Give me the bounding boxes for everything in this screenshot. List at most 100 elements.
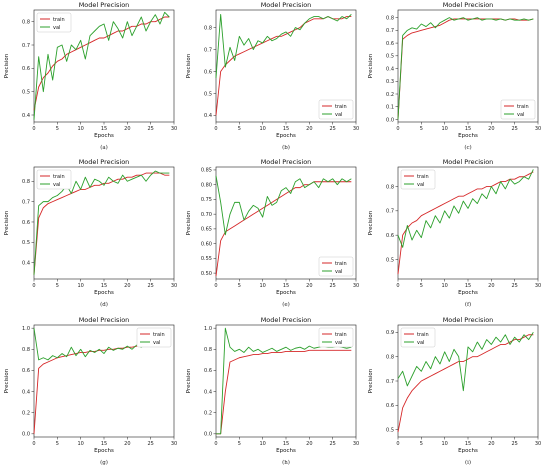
chart-title: Model Precision: [79, 158, 130, 166]
y-axis-label: Precision: [368, 368, 374, 393]
chart-svg: Model Precision 0 5 10 15 20 25 30 0.4 0.5 0.6 0.7 0…: [4, 158, 177, 296]
y-tick-label: 0.6: [386, 233, 394, 239]
x-axis-label: Epochs: [458, 448, 478, 454]
chart-panel-e: Model Precision 0 5 10 15 20 25 30 0.50 0.55 0.60 0…: [182, 157, 364, 314]
x-tick-label: 5: [420, 283, 423, 289]
legend: train val: [36, 12, 72, 33]
y-axis-label: Precision: [186, 368, 192, 393]
series-line-val: [33, 170, 170, 275]
chart-title: Model Precision: [443, 1, 494, 9]
y-tick-label: 0.6: [22, 220, 30, 226]
series-line-train: [397, 334, 534, 433]
x-tick-label: 5: [420, 126, 423, 132]
y-tick-label: 0.8: [22, 347, 30, 353]
y-tick-label: 0.60: [201, 241, 212, 247]
legend-label-val: val: [417, 182, 424, 188]
x-tick-label: 5: [56, 126, 59, 132]
y-tick-label: 0.6: [22, 368, 30, 374]
x-tick-label: 5: [56, 283, 59, 289]
series-line-train: [397, 171, 534, 275]
y-tick-label: 0.8: [386, 354, 394, 360]
x-tick-label: 20: [306, 283, 312, 289]
legend-label-val: val: [53, 182, 60, 188]
chart-title: Model Precision: [79, 1, 130, 9]
chart-title: Model Precision: [79, 316, 130, 324]
y-axis-label: Precision: [4, 210, 10, 235]
x-tick-label: 0: [214, 441, 217, 447]
y-tick-label: 0.8: [386, 15, 394, 21]
subfigure-label: (i): [464, 460, 472, 466]
legend-label-train: train: [517, 104, 529, 110]
x-tick-label: 5: [420, 441, 423, 447]
y-tick-label: 0.7: [386, 209, 394, 215]
legend: train val: [500, 99, 536, 120]
subfigure-label: (a): [100, 145, 108, 151]
x-tick-label: 5: [238, 126, 241, 132]
x-tick-label: 30: [171, 441, 177, 447]
x-tick-label: 10: [259, 283, 265, 289]
y-tick-label: 0.4: [386, 66, 394, 72]
series-line-train: [33, 16, 170, 111]
y-tick-label: 0.6: [386, 403, 394, 409]
legend: train val: [400, 169, 436, 190]
chart-svg: Model Precision 0 5 10 15 20 25 30 0.5 0.6 0.7 0.8 0…: [368, 316, 541, 454]
legend-label-val: val: [53, 25, 60, 31]
x-tick-label: 10: [441, 283, 447, 289]
x-tick-label: 20: [306, 441, 312, 447]
x-tick-label: 5: [238, 441, 241, 447]
legend-label-train: train: [335, 104, 347, 110]
legend: train val: [318, 99, 354, 120]
x-tick-label: 5: [238, 283, 241, 289]
x-tick-label: 10: [441, 126, 447, 132]
x-tick-label: 20: [488, 126, 494, 132]
legend-label-val: val: [335, 340, 342, 346]
y-tick-label: 0.7: [386, 28, 394, 34]
y-tick-label: 0.80: [201, 182, 212, 188]
chart-panel-a: Model Precision 0 5 10 15 20 25 30 0.4 0.5 0.6 0.7 0…: [0, 0, 182, 157]
y-tick-label: 0.85: [201, 168, 212, 174]
y-tick-label: 0.8: [386, 184, 394, 190]
legend: train val: [36, 169, 72, 190]
x-tick-label: 5: [56, 441, 59, 447]
series-line-val: [397, 169, 534, 248]
y-tick-label: 0.5: [386, 427, 394, 433]
chart-svg: Model Precision 0 5 10 15 20 25 30 0.0 0.2 0.4 0.6 0…: [186, 316, 359, 454]
y-tick-label: 0.6: [204, 69, 212, 75]
legend: train val: [318, 256, 354, 277]
x-tick-label: 15: [465, 441, 471, 447]
y-tick-label: 0.75: [201, 197, 212, 203]
y-tick-label: 0.0: [22, 432, 30, 438]
y-tick-label: 0.9: [386, 330, 394, 336]
series-line-val: [215, 13, 352, 79]
y-tick-label: 0.7: [386, 379, 394, 385]
legend-label-train: train: [417, 174, 429, 180]
y-tick-label: 0.5: [22, 240, 30, 246]
y-tick-label: 0.2: [22, 410, 30, 416]
chart-svg: Model Precision 0 5 10 15 20 25 30 0.50 0.55 0.60 0…: [186, 158, 359, 296]
series-line-val: [33, 11, 170, 120]
y-tick-label: 0.4: [22, 261, 30, 267]
x-axis-label: Epochs: [94, 133, 114, 139]
x-axis-label: Epochs: [458, 133, 478, 139]
y-tick-label: 0.8: [22, 19, 30, 25]
x-tick-label: 30: [353, 441, 359, 447]
legend: train val: [318, 327, 354, 348]
x-tick-label: 20: [124, 441, 130, 447]
y-tick-label: 0.0: [386, 117, 394, 123]
y-tick-label: 0.7: [204, 47, 212, 53]
y-tick-label: 0.6: [386, 41, 394, 47]
chart-title: Model Precision: [261, 1, 312, 9]
x-tick-label: 15: [283, 283, 289, 289]
chart-title: Model Precision: [261, 158, 312, 166]
legend-label-val: val: [335, 269, 342, 275]
chart-panel-g: Model Precision 0 5 10 15 20 25 30 0.0 0.2 0.4 0.6 0…: [0, 315, 182, 472]
chart-svg: Model Precision 0 5 10 15 20 25 30 0.4 0.5 0.6 0.7 0…: [186, 1, 359, 139]
chart-svg: Model Precision 0 5 10 15 20 25 30 0.0 0.2 0.4 0.6 0…: [4, 316, 177, 454]
chart-svg: Model Precision 0 5 10 15 20 25 30 0.0 0.1 0.2 0.3 0…: [368, 1, 541, 139]
subfigure-label: (b): [282, 145, 290, 151]
chart-title: Model Precision: [443, 158, 494, 166]
y-tick-label: 1.0: [204, 326, 212, 332]
y-tick-label: 0.4: [22, 113, 30, 119]
x-tick-label: 20: [124, 126, 130, 132]
x-tick-label: 0: [32, 283, 35, 289]
